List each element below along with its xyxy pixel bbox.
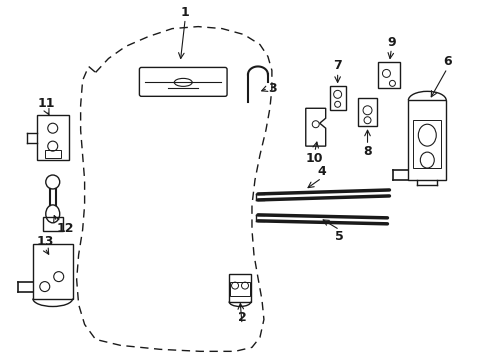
Text: 4: 4 [317,165,325,178]
Bar [42,217,62,231]
Bar [378,62,400,88]
Text: 9: 9 [386,36,395,49]
Text: 8: 8 [363,145,371,158]
Text: 7: 7 [333,59,341,72]
Text: 13: 13 [36,235,53,248]
Text: 5: 5 [335,230,343,243]
Bar [45,150,61,158]
Text: 3: 3 [267,82,276,95]
Bar [33,244,73,298]
Bar [37,115,68,160]
Text: 10: 10 [305,152,323,165]
Text: 6: 6 [442,55,450,68]
Text: 1: 1 [181,6,189,19]
Bar [357,98,377,126]
Bar [329,86,345,110]
Bar [407,100,446,180]
Text: 11: 11 [38,97,56,110]
Text: 12: 12 [57,222,74,235]
Text: 2: 2 [237,311,246,324]
Bar [228,274,250,302]
Bar [229,282,249,296]
Bar [412,120,440,168]
